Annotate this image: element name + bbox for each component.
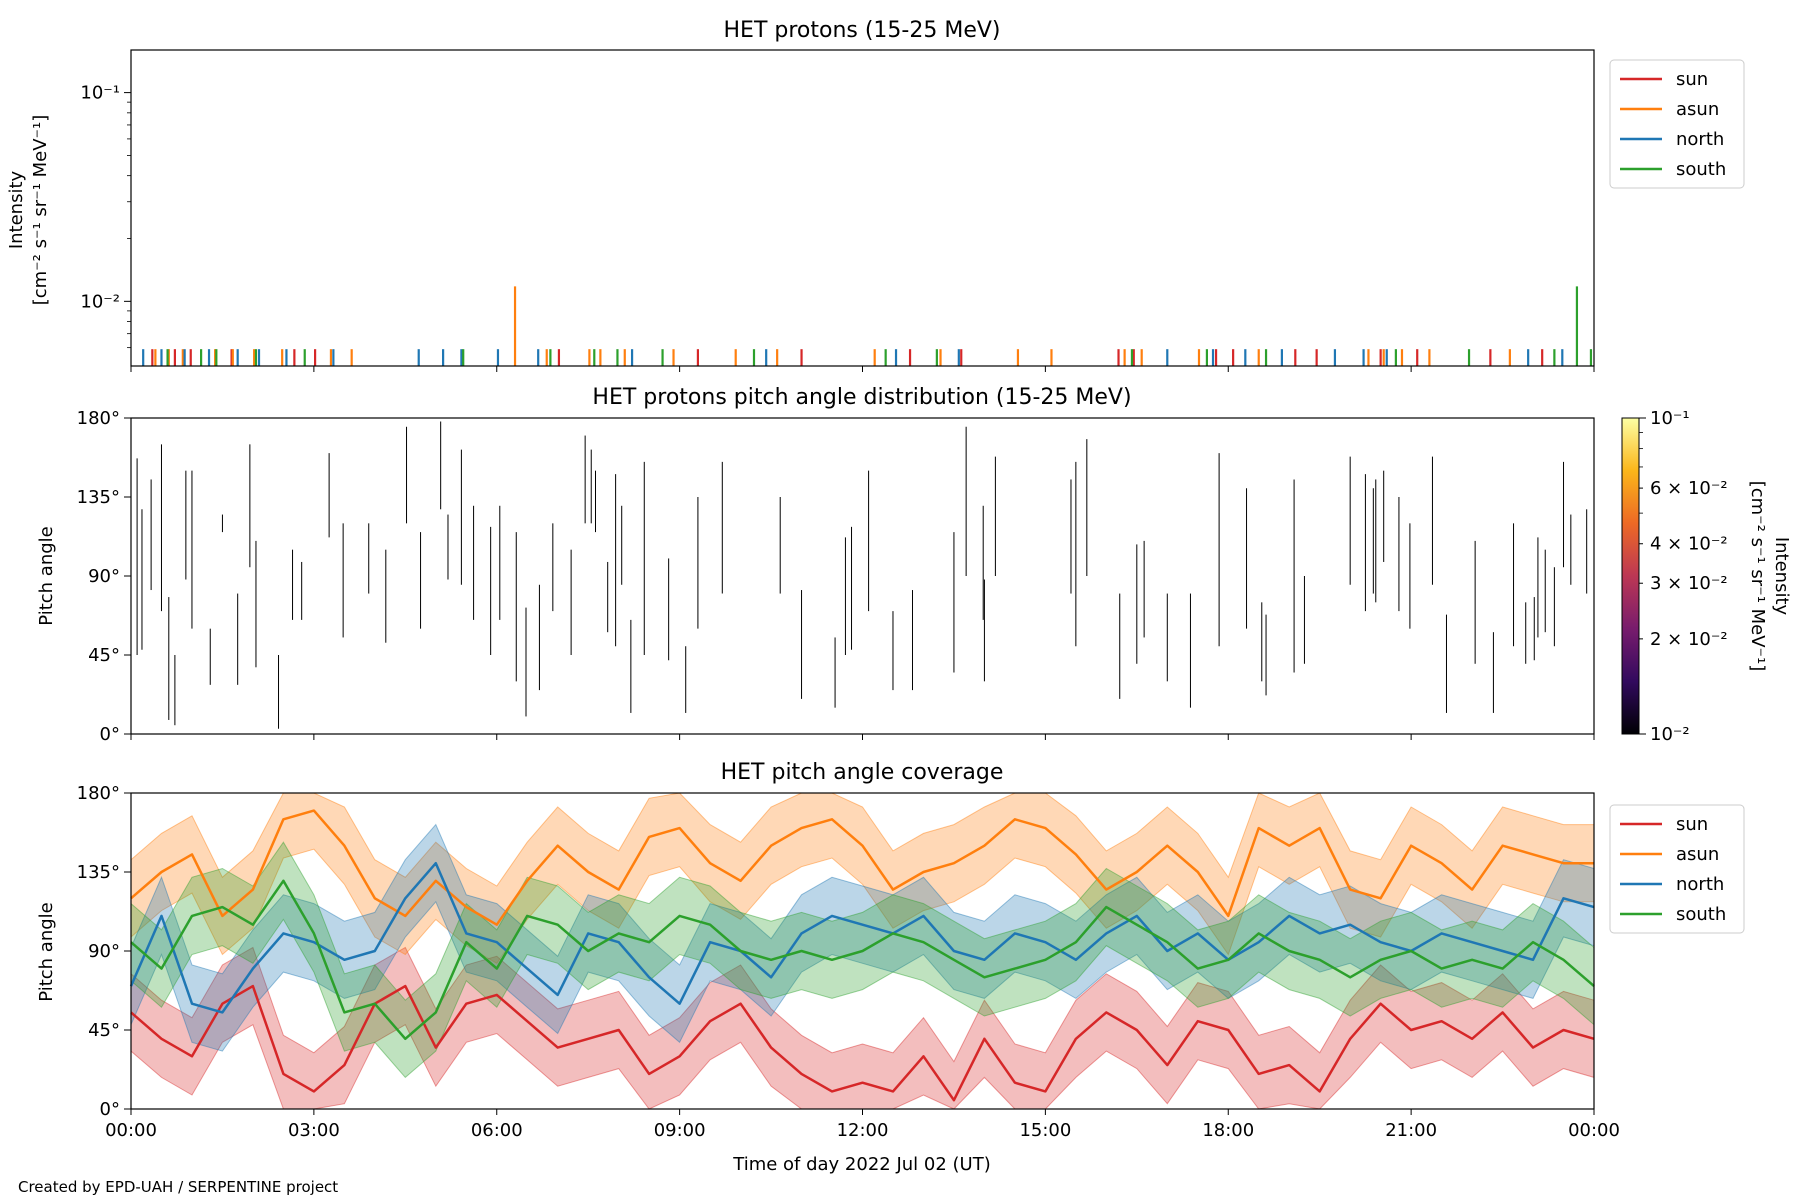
coverage-plot-area: 0° 45° 90° 135° 180° 00:00 03:00 06:00 09:00 12:0… (77, 783, 1620, 1141)
x-tick-label: 03:00 (288, 1120, 340, 1141)
pad-y-axis-label: Pitch angle (36, 526, 57, 625)
intensity-plot-area: 10⁻¹ 10⁻² (80, 49, 1595, 372)
x-tick-label: 00:00 (105, 1120, 157, 1141)
y-tick-label: 45° (88, 645, 120, 666)
intensity-y-axis-units: [cm⁻² s⁻¹ sr⁻¹ MeV⁻¹] (30, 115, 51, 306)
legend-label-south: south (1676, 159, 1726, 180)
colorbar-tick-label: 3 × 10⁻² (1650, 573, 1728, 594)
colorbar-tick-label: 10⁻² (1650, 724, 1690, 745)
y-tick-label: 45° (88, 1020, 120, 1041)
legend-label-south: south (1676, 904, 1726, 925)
x-tick-label: 09:00 (654, 1120, 706, 1141)
colorbar-tick-label: 10⁻¹ (1650, 408, 1690, 429)
legend-label-north: north (1676, 129, 1724, 150)
y-tick-label: 135° (77, 862, 120, 883)
x-tick-label: 15:00 (1019, 1120, 1071, 1141)
pad-plot-frame (130, 417, 1595, 735)
coverage-legend: sun asun north south (1609, 804, 1745, 934)
legend-label-asun: asun (1676, 844, 1719, 865)
colorbar-tick-label: 4 × 10⁻² (1650, 534, 1728, 555)
line-north (129, 861, 1595, 1014)
y-tick-label: 0° (100, 1099, 120, 1120)
line-south (130, 879, 1595, 1041)
y-tick-label: 90° (88, 566, 120, 587)
colorbar-units: [cm⁻² s⁻¹ sr⁻¹ MeV⁻¹] (1747, 481, 1768, 672)
y-tick-label: 10⁻² (80, 291, 120, 312)
intensity-panel-title: HET protons (15-25 MeV) (724, 18, 1001, 43)
coverage-y-axis-label: Pitch angle (36, 902, 57, 1001)
credit-text: Created by EPD-UAH / SERPENTINE project (18, 1178, 338, 1196)
line-asun (130, 809, 1594, 926)
legend-label-sun: sun (1676, 814, 1708, 835)
intensity-panel: HET protons (15-25 MeV) 10⁻¹ 10⁻² Intensi… (6, 18, 1745, 372)
x-tick-label: 18:00 (1202, 1120, 1254, 1141)
colorbar-tick-label: 6 × 10⁻² (1650, 478, 1728, 499)
pitch-angle-coverage-panel: HET pitch angle coverage 0° 45° 90° 135° 180… (36, 760, 1745, 1175)
y-tick-label: 135° (77, 487, 120, 508)
legend-label-sun: sun (1676, 69, 1708, 90)
legend-box (1609, 59, 1745, 189)
x-tick-label: 12:00 (837, 1120, 889, 1141)
y-tick-label: 90° (88, 941, 120, 962)
legend-label-north: north (1676, 874, 1724, 895)
y-tick-label: 10⁻¹ (80, 83, 120, 104)
colorbar-gradient (1621, 417, 1640, 735)
intensity-y-axis-label: Intensity (6, 170, 27, 249)
x-tick-label: 00:00 (1568, 1120, 1620, 1141)
intensity-plot-frame (130, 49, 1595, 367)
legend-label-asun: asun (1676, 99, 1719, 120)
x-tick-label: 21:00 (1385, 1120, 1437, 1141)
y-tick-label: 180° (77, 783, 120, 804)
colorbar-label: Intensity (1771, 537, 1792, 616)
y-tick-label: 180° (77, 408, 120, 429)
pad-panel-title: HET protons pitch angle distribution (15… (592, 385, 1131, 410)
x-tick-label: 06:00 (471, 1120, 523, 1141)
colorbar-tick-label: 2 × 10⁻² (1650, 629, 1728, 650)
legend-box (1609, 804, 1745, 934)
intensity-colorbar: 10⁻¹ 6 × 10⁻² 4 × 10⁻² 3 × 10⁻² 2 × 10⁻² 10⁻² (1621, 408, 1728, 745)
coverage-panel-title: HET pitch angle coverage (721, 760, 1004, 785)
intensity-legend: sun asun north south (1609, 59, 1745, 189)
y-tick-label: 0° (100, 724, 120, 745)
pitch-angle-distribution-panel: HET protons pitch angle distribution (15… (36, 385, 1792, 745)
x-axis-label: Time of day 2022 Jul 02 (UT) (732, 1154, 990, 1175)
pad-plot-area: 0° 45° 90° 135° 180° (77, 408, 1595, 745)
